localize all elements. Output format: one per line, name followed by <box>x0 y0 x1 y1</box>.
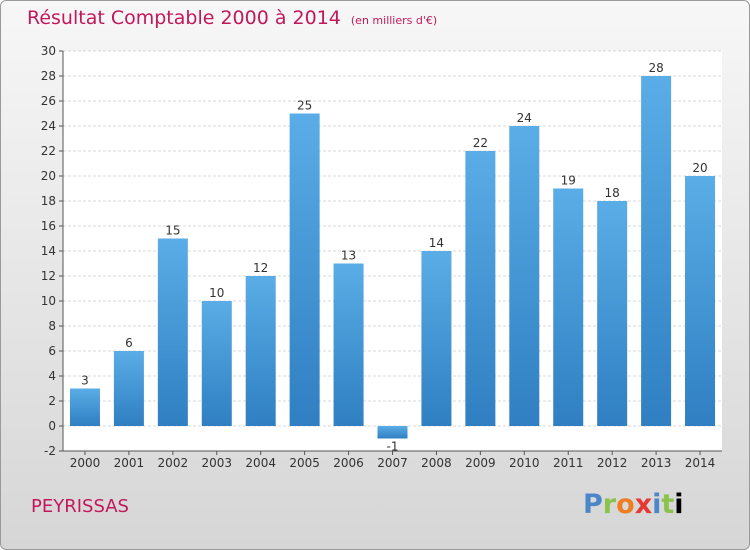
bar-2005 <box>289 113 320 426</box>
y-tick-label: -2 <box>44 444 56 458</box>
y-tick-label: 22 <box>41 144 56 158</box>
y-tick-label: 10 <box>41 294 56 308</box>
value-label-2013: 28 <box>648 61 663 75</box>
value-label-2001: 6 <box>125 336 133 350</box>
bar-2012 <box>597 201 628 426</box>
proxiti-logo: Proxiti <box>583 489 684 520</box>
value-label-2011: 19 <box>561 174 576 188</box>
value-label-2014: 20 <box>692 161 707 175</box>
x-tick-label-2005: 2005 <box>289 456 320 470</box>
x-tick-label-2013: 2013 <box>641 456 672 470</box>
y-tick-label: 14 <box>41 244 56 258</box>
bar-2013 <box>641 76 672 426</box>
bar-2011 <box>553 188 584 426</box>
y-tick-label: 0 <box>48 419 56 433</box>
value-label-2012: 18 <box>605 186 620 200</box>
bar-2009 <box>465 151 496 426</box>
value-label-2008: 14 <box>429 236 444 250</box>
y-tick-label: 26 <box>41 94 56 108</box>
value-label-2005: 25 <box>297 99 312 113</box>
value-label-2006: 13 <box>341 249 356 263</box>
y-tick-label: 4 <box>48 369 56 383</box>
x-tick-label-2003: 2003 <box>201 456 232 470</box>
bar-2000 <box>69 388 100 426</box>
bar-2008 <box>421 251 452 426</box>
bar-2014 <box>685 176 716 426</box>
bar-2010 <box>509 126 540 426</box>
value-label-2003: 10 <box>209 286 224 300</box>
x-tick-label-2007: 2007 <box>377 456 408 470</box>
y-tick-label: 28 <box>41 69 56 83</box>
x-tick-label-2009: 2009 <box>465 456 496 470</box>
value-label-2004: 12 <box>253 261 268 275</box>
town-name: PEYRISSAS <box>31 496 129 517</box>
chart-title: Résultat Comptable 2000 à 2014 (en millie… <box>27 7 437 29</box>
x-tick-label-2012: 2012 <box>597 456 628 470</box>
y-tick-label: 24 <box>41 119 56 133</box>
bar-2004 <box>245 276 276 426</box>
y-tick-label: 20 <box>41 169 56 183</box>
y-tick-label: 2 <box>48 394 56 408</box>
y-tick-label: 18 <box>41 194 56 208</box>
value-label-2007: -1 <box>387 440 399 454</box>
chart-subtitle: (en milliers d'€) <box>350 14 438 27</box>
value-label-2000: 3 <box>81 374 89 388</box>
value-label-2009: 22 <box>473 136 488 150</box>
x-tick-label-2008: 2008 <box>421 456 452 470</box>
bar-2002 <box>157 238 188 426</box>
value-label-2002: 15 <box>165 224 180 238</box>
bar-2003 <box>201 301 232 426</box>
bar-2006 <box>333 263 364 426</box>
x-tick-label-2001: 2001 <box>114 456 145 470</box>
x-tick-label-2014: 2014 <box>685 456 716 470</box>
chart-title-text: Résultat Comptable 2000 à 2014 <box>27 7 341 29</box>
x-tick-label-2004: 2004 <box>245 456 276 470</box>
x-tick-label-2002: 2002 <box>158 456 189 470</box>
value-label-2010: 24 <box>517 111 532 125</box>
x-tick-label-2006: 2006 <box>333 456 364 470</box>
y-tick-label: 16 <box>41 219 56 233</box>
y-tick-label: 6 <box>48 344 56 358</box>
bar-2001 <box>113 351 144 426</box>
x-tick-label-2000: 2000 <box>70 456 101 470</box>
y-tick-label: 12 <box>41 269 56 283</box>
x-tick-label-2011: 2011 <box>553 456 584 470</box>
y-tick-label: 8 <box>48 319 56 333</box>
bar-2007 <box>377 426 408 439</box>
y-tick-label: 30 <box>41 44 56 58</box>
x-tick-label-2010: 2010 <box>509 456 540 470</box>
